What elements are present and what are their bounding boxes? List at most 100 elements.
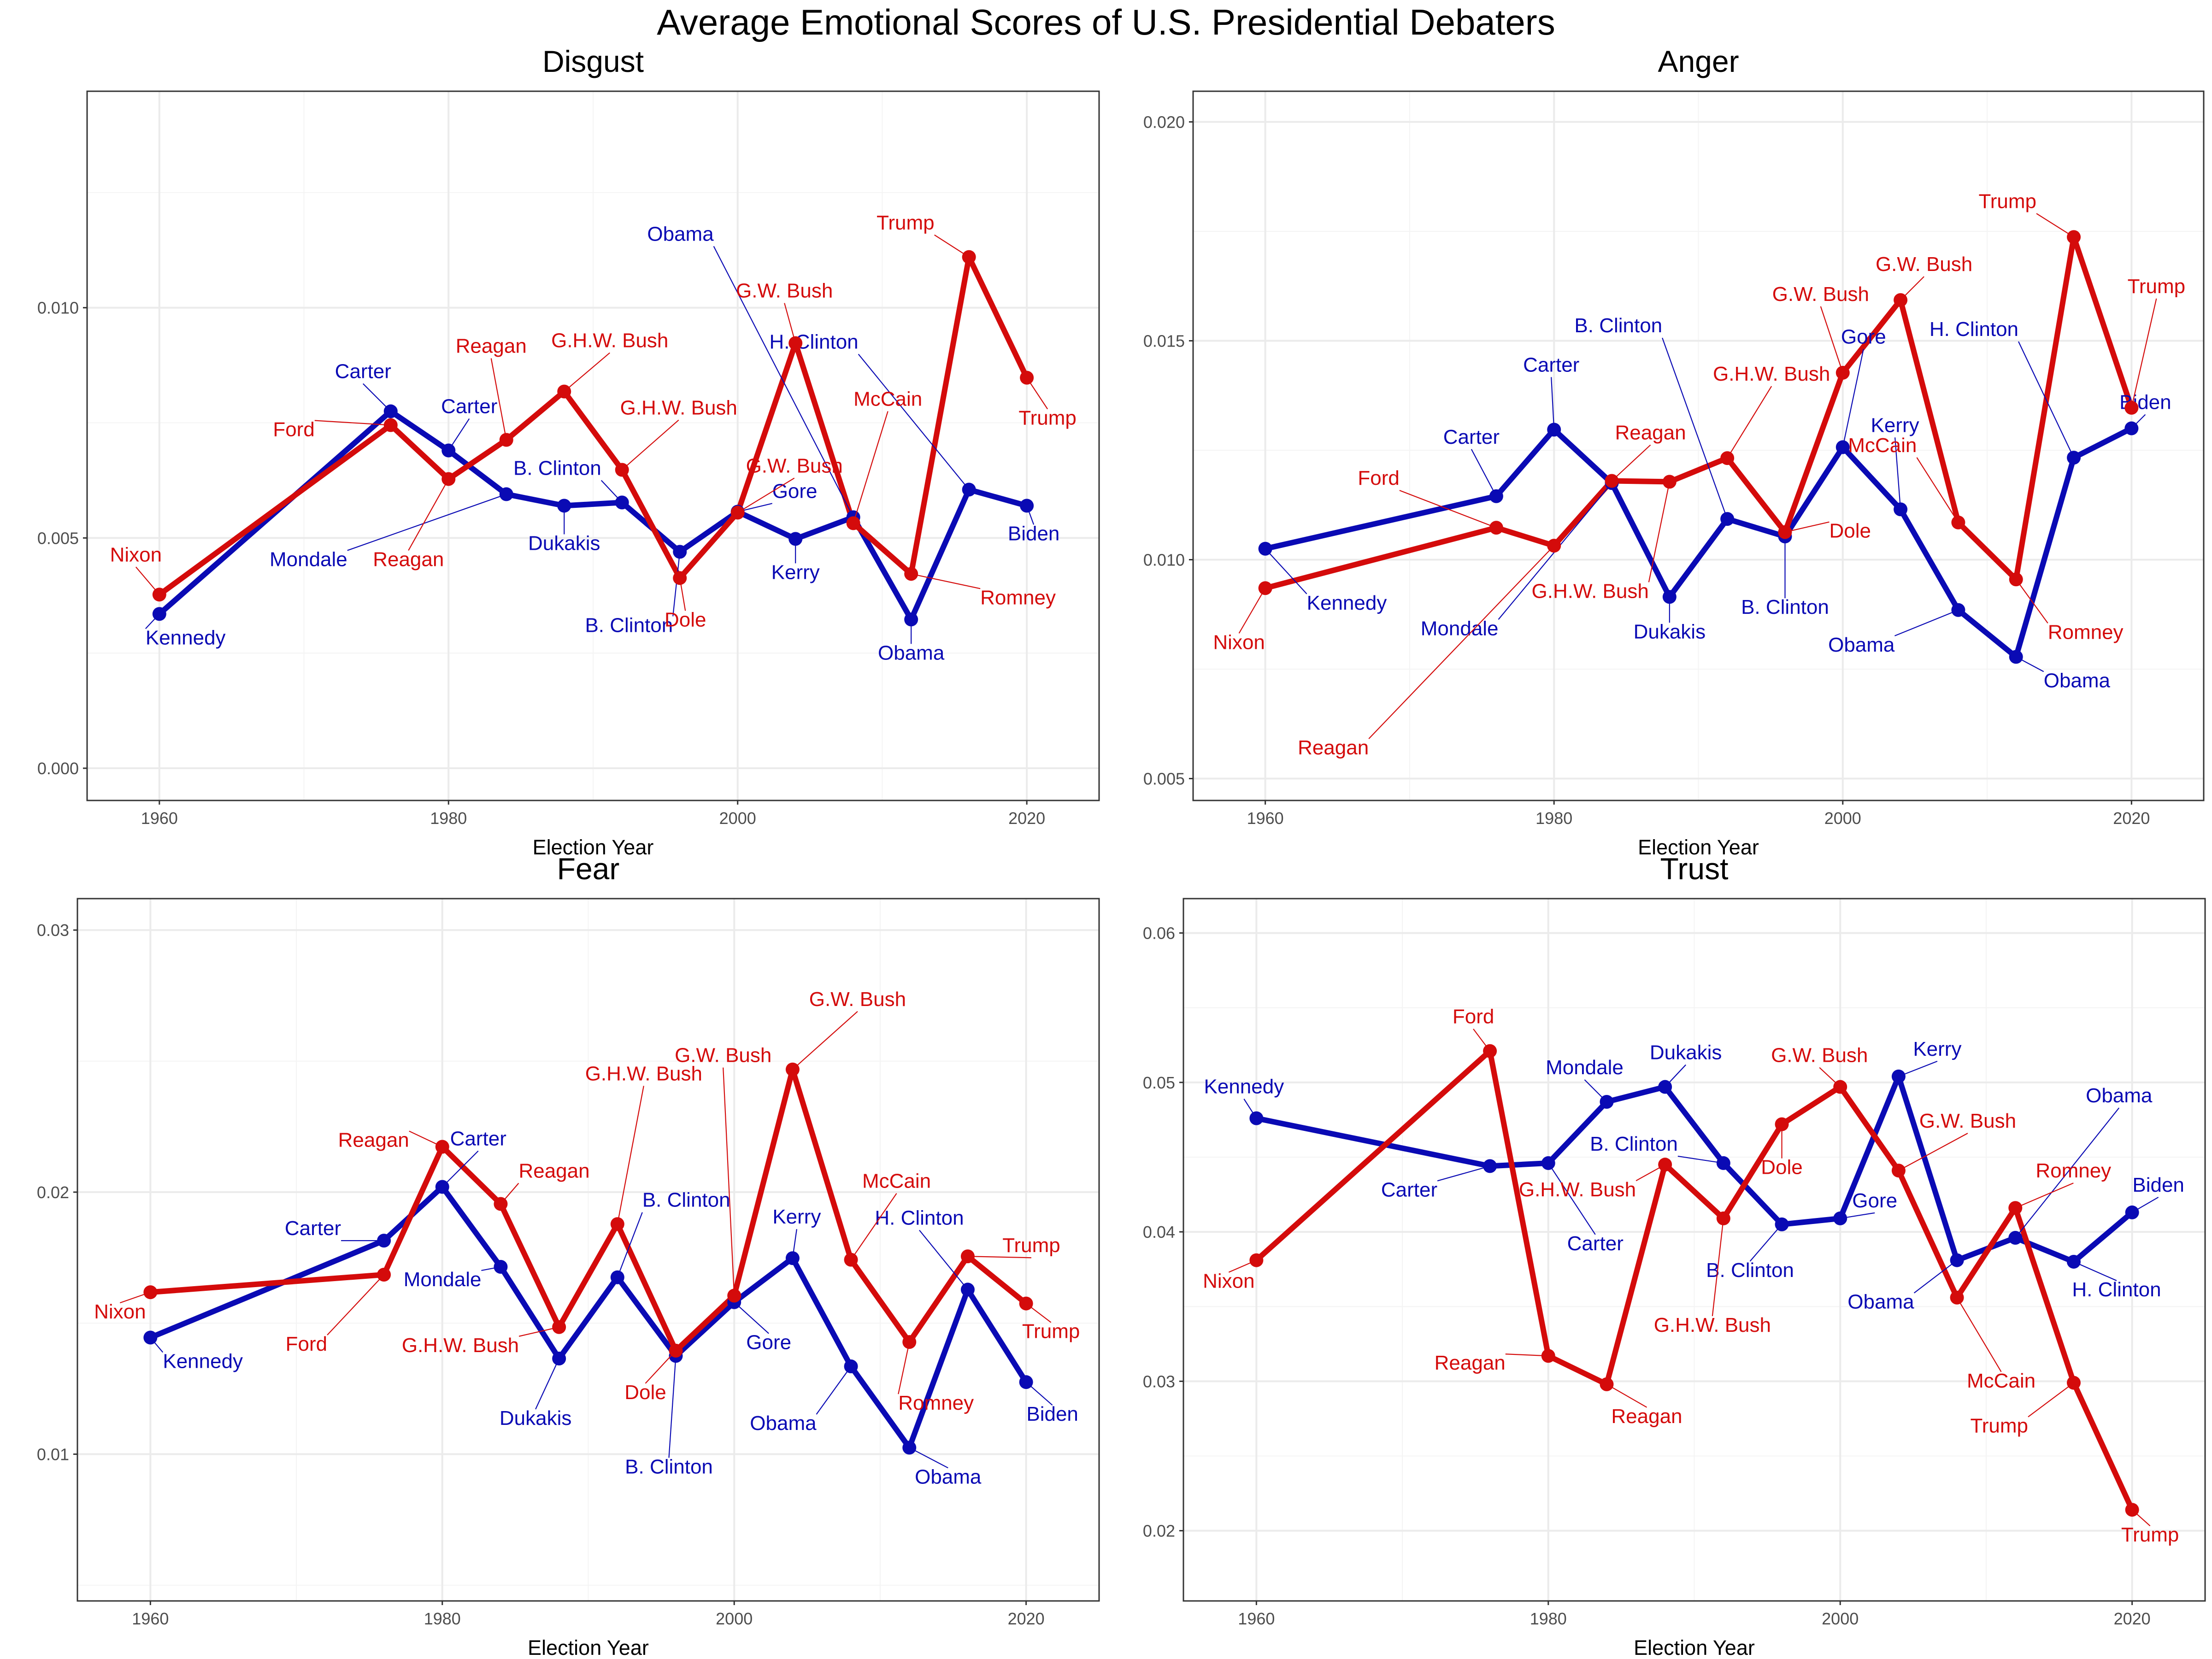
- data-point-republican: [2008, 1201, 2023, 1215]
- data-point-democrat: [2067, 451, 2081, 465]
- label-leader-line: [723, 1067, 735, 1296]
- data-label: G.W. Bush: [809, 988, 906, 1011]
- data-point-democrat: [1489, 489, 1503, 503]
- data-point-republican: [1894, 293, 1908, 307]
- data-label: Kennedy: [1204, 1076, 1284, 1098]
- data-label: Kennedy: [146, 626, 226, 649]
- data-label: B. Clinton: [513, 457, 601, 479]
- data-point-democrat: [1894, 502, 1908, 517]
- data-label: Kerry: [1871, 414, 1919, 436]
- data-point-democrat: [1775, 1217, 1789, 1231]
- label-leader-line: [2015, 1182, 2074, 1209]
- y-tick-label: 0.010: [37, 299, 79, 318]
- label-leader-line: [1712, 1218, 1724, 1317]
- data-label: Obama: [1828, 634, 1895, 656]
- data-label: Nixon: [94, 1300, 146, 1323]
- label-leader-line: [1727, 386, 1772, 459]
- data-label: Romney: [898, 1392, 974, 1414]
- data-label: Mondale: [1421, 617, 1499, 640]
- label-leader-line: [1842, 349, 1864, 447]
- data-point-republican: [1483, 1044, 1497, 1058]
- label-leader-line: [1505, 1353, 1548, 1357]
- x-tick-label: 2000: [719, 809, 756, 828]
- data-point-democrat: [494, 1259, 508, 1274]
- data-point-republican: [673, 571, 687, 585]
- data-label: Obama: [750, 1412, 817, 1435]
- data-point-republican: [788, 336, 803, 350]
- y-tick-label: 0.000: [37, 759, 79, 778]
- y-tick-label: 0.02: [1143, 1522, 1175, 1541]
- data-label: G.H.W. Bush: [1532, 580, 1649, 602]
- label-leader-line: [2036, 213, 2074, 238]
- label-leader-line: [2018, 341, 2075, 458]
- data-point-republican: [1658, 1158, 1672, 1172]
- data-label: Biden: [1026, 1403, 1078, 1425]
- data-point-republican: [610, 1217, 624, 1231]
- data-point-republican: [383, 418, 398, 432]
- data-point-democrat: [1600, 1094, 1614, 1109]
- data-label: Dole: [665, 608, 706, 631]
- data-point-democrat: [1891, 1069, 1906, 1083]
- data-label: Reagan: [1298, 736, 1369, 759]
- chart-panel-anger: 1960 1980 2000 2020 0.005 0.010 0.015 0.020 Ange…: [1143, 44, 2205, 859]
- data-label: Trump: [1970, 1415, 2028, 1437]
- label-leader-line: [327, 1274, 384, 1335]
- x-axis-title: Election Year: [528, 1636, 649, 1659]
- y-tick-label: 0.015: [1143, 332, 1185, 351]
- data-label: Nixon: [110, 543, 162, 566]
- plot-frame: [76, 898, 1100, 1602]
- data-label: Carter: [450, 1128, 506, 1150]
- data-point-republican: [1249, 1253, 1264, 1267]
- data-label: Reagan: [338, 1129, 409, 1152]
- x-tick-label: 2020: [1008, 1609, 1045, 1628]
- data-point-republican: [962, 250, 976, 264]
- data-label: Dole: [1761, 1156, 1803, 1179]
- data-point-republican: [552, 1320, 566, 1334]
- data-point-republican: [902, 1335, 917, 1349]
- data-label: Carter: [285, 1217, 341, 1240]
- data-label: B. Clinton: [1706, 1259, 1794, 1282]
- label-leader-line: [490, 358, 507, 440]
- data-label: Carter: [1523, 353, 1579, 376]
- label-leader-line: [1471, 449, 1497, 497]
- label-leader-line: [2131, 298, 2157, 408]
- label-leader-line: [314, 420, 391, 426]
- panel-title: Fear: [557, 852, 620, 886]
- data-point-democrat: [1019, 1375, 1033, 1389]
- data-label: Gore: [1841, 325, 1886, 348]
- data-label: Kennedy: [1307, 592, 1387, 614]
- data-point-republican: [2125, 1503, 2139, 1517]
- data-point-republican: [844, 1253, 858, 1267]
- y-tick-label: 0.020: [1143, 113, 1185, 132]
- data-point-republican: [2067, 230, 2081, 244]
- data-label: G.H.W. Bush: [1713, 363, 1830, 385]
- x-tick-label: 1960: [1247, 809, 1284, 828]
- data-point-republican: [1258, 581, 1272, 595]
- data-label: G.W. Bush: [1772, 283, 1869, 306]
- data-point-democrat: [1720, 512, 1735, 526]
- chart-panel-trust: 1960 1980 2000 2020 0.02 0.03 0.04 0.05 0.06 Trus…: [1143, 852, 2206, 1659]
- label-leader-line: [1662, 337, 1728, 519]
- data-point-republican: [1891, 1164, 1906, 1178]
- data-point-republican: [727, 1288, 741, 1303]
- data-point-republican: [441, 472, 456, 486]
- label-leader-line: [853, 411, 888, 524]
- data-label: Trump: [1022, 1320, 1080, 1343]
- data-point-democrat: [610, 1270, 624, 1284]
- label-leader-line: [919, 1230, 968, 1290]
- data-point-democrat: [2008, 1231, 2023, 1245]
- main-title: Average Emotional Scores of U.S. Preside…: [657, 2, 1555, 42]
- label-leader-line: [1820, 306, 1843, 373]
- x-axis-title: Election Year: [533, 835, 654, 859]
- plot-frame: [1182, 898, 2206, 1602]
- data-point-democrat: [1020, 499, 1034, 513]
- data-label: Trump: [877, 212, 935, 234]
- label-leader-line: [1916, 457, 1959, 523]
- x-tick-label: 1960: [141, 809, 178, 828]
- chart-panel-disgust: 1960 1980 2000 2020 0.000 0.005 0.010 Disgust El…: [37, 44, 1100, 859]
- data-label: Biden: [2132, 1174, 2184, 1196]
- data-point-republican: [143, 1285, 158, 1300]
- data-point-republican: [1835, 365, 1850, 380]
- data-label: Reagan: [373, 548, 444, 571]
- data-point-republican: [1778, 525, 1792, 539]
